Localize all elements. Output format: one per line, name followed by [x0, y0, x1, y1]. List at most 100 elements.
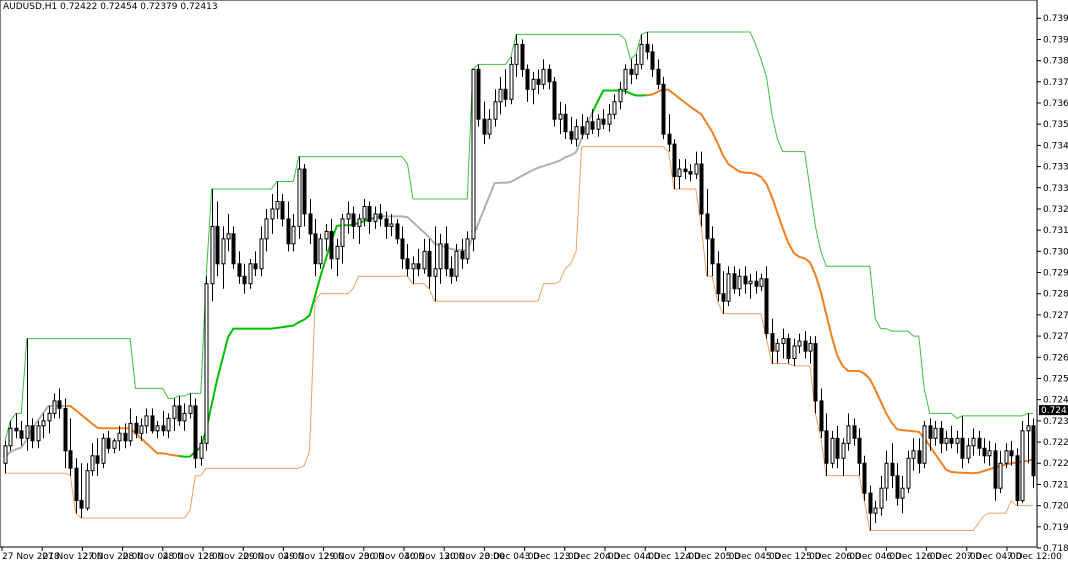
candle-body-bear [601, 118, 606, 125]
candle [14, 413, 19, 439]
candle [797, 333, 802, 354]
y-tick-label: 0.73135 [1043, 226, 1068, 236]
candle-body-bear [563, 113, 568, 133]
candle [128, 408, 133, 446]
candle [928, 418, 933, 451]
candle-body-bear [460, 250, 465, 260]
candle [531, 71, 536, 105]
candle [318, 233, 323, 269]
candle-body-bull [248, 263, 253, 285]
candle [813, 336, 818, 414]
candle-body-bear [482, 118, 487, 135]
candle [264, 208, 269, 252]
candle [607, 104, 612, 132]
candle-body-bull [1004, 450, 1009, 464]
candle [106, 430, 111, 454]
candle-body-bear [743, 275, 748, 285]
candle [857, 428, 862, 476]
x-tick-label: 29 Nov 04:00 [243, 552, 304, 562]
x-tick-label: 7 Dec 04:00 [967, 552, 1022, 562]
y-tick-label: 0.72030 [1043, 502, 1068, 512]
candle-body-bear [939, 427, 944, 444]
candle-body-bull [911, 450, 916, 459]
price-axis[interactable]: 0.73985 0.73900 0.73815 0.73730 0.73645 0.735… [1037, 14, 1068, 554]
candle-body-bull [879, 487, 884, 509]
candle-body-bear [95, 455, 100, 464]
candle-body-bull [172, 405, 177, 419]
candle [732, 266, 737, 294]
candle [743, 266, 748, 294]
candle-body-bull [998, 462, 1003, 489]
candle [226, 213, 231, 252]
candle [623, 64, 628, 95]
candle-body-bear [74, 467, 79, 502]
candle [987, 440, 992, 466]
candle-body-bear [656, 68, 661, 85]
candle [449, 256, 454, 284]
candle [509, 56, 514, 105]
candle-body-bull [623, 68, 628, 90]
candle-body-bear [503, 88, 508, 100]
candle [433, 226, 438, 302]
candle [476, 64, 481, 127]
candle-body-bear [629, 68, 634, 75]
candle-body-bull [585, 121, 590, 135]
y-tick-label: 0.72200 [1043, 459, 1068, 469]
candle [1004, 443, 1009, 469]
candle-body-bull [694, 163, 699, 175]
candle [346, 201, 351, 234]
candle [302, 164, 307, 227]
candle [422, 238, 427, 274]
candle [460, 238, 465, 269]
candle-body-bear [672, 143, 677, 178]
candle [634, 54, 639, 80]
candle [30, 418, 35, 449]
candle-body-bull [36, 425, 41, 442]
candle [890, 443, 895, 489]
candle-body-bear [30, 425, 35, 442]
candle-body-bear [237, 263, 242, 277]
candle-body-bull [574, 126, 579, 140]
candle-body-bear [286, 218, 291, 245]
candle [879, 475, 884, 516]
x-tick-label: 28 Nov 20:00 [203, 552, 264, 562]
y-tick-label: 0.72880 [1043, 290, 1068, 300]
candle [688, 164, 693, 182]
candle-body-bear [710, 238, 715, 265]
candle-body-bull [433, 268, 438, 277]
candle-body-bear [242, 275, 247, 285]
candle [612, 94, 617, 120]
candle [977, 430, 982, 456]
candle [395, 218, 400, 244]
candle-body-bull [128, 422, 133, 442]
candle-body-bear [384, 218, 389, 227]
y-tick-label: 0.73815 [1043, 57, 1068, 67]
candle-body-bull [264, 218, 269, 240]
candle [590, 109, 595, 135]
candle [552, 76, 557, 127]
candle-body-bear [68, 450, 73, 469]
y-tick-label: 0.73730 [1043, 78, 1068, 88]
candle [939, 420, 944, 454]
candle-body-bull [411, 263, 416, 270]
candle [482, 101, 487, 145]
candle-body-bull [830, 437, 835, 464]
candle-body-bull [1020, 430, 1025, 502]
candle-body-bull [221, 238, 226, 265]
x-tick-label: 30 Nov 12:00 [404, 552, 465, 562]
candle [166, 413, 171, 439]
candle [541, 59, 546, 90]
candle-body-bull [759, 278, 764, 287]
candle-body-bull [270, 208, 275, 220]
candle [547, 64, 552, 90]
candle [906, 450, 911, 494]
candle [667, 114, 672, 152]
candle [949, 425, 954, 449]
candle [1015, 448, 1020, 506]
candle [819, 388, 824, 439]
midline-segment [374, 112, 594, 252]
indicator-layer [4, 31, 1034, 531]
